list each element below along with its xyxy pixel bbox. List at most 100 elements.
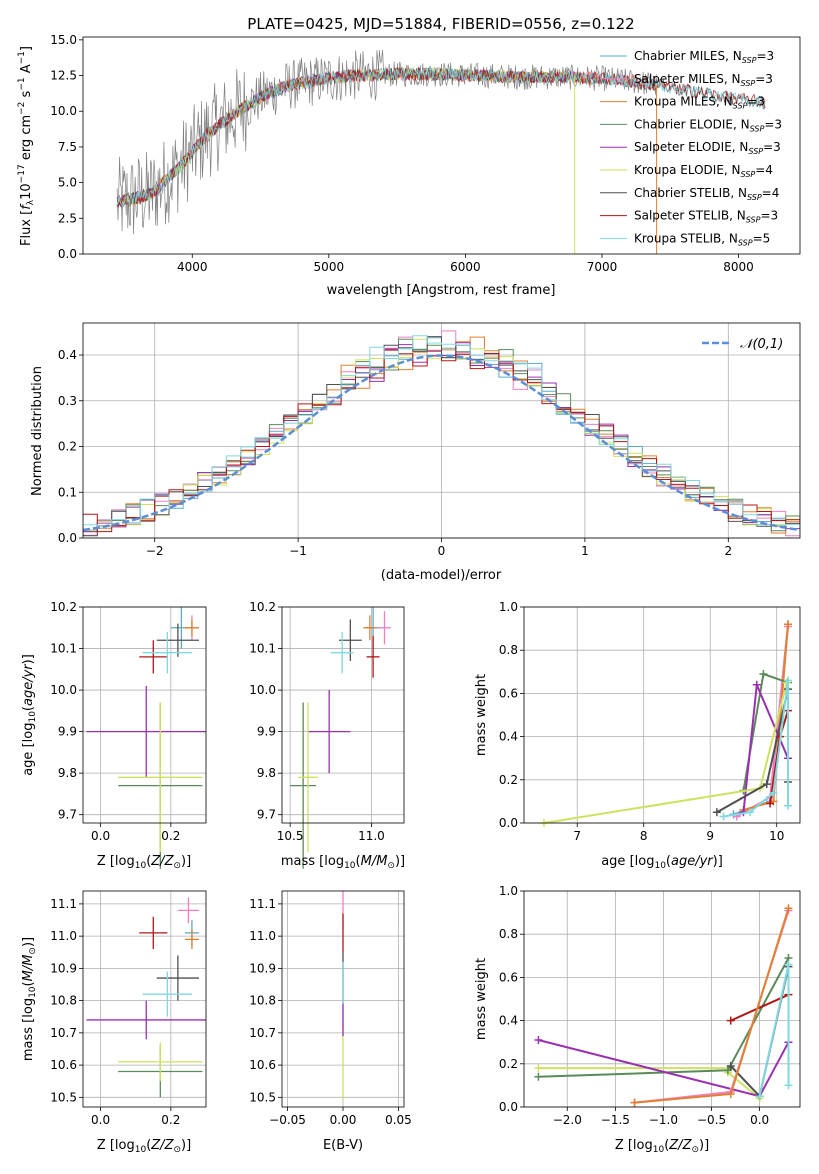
y-tick-label: 0.4 [499, 1014, 518, 1028]
y-tick-label: 9.9 [257, 725, 276, 739]
y-tick-label: 0.6 [499, 970, 518, 984]
mass-vs-ebv-xlabel: E(B-V) [323, 1138, 363, 1153]
y-tick-label: 0.4 [499, 730, 518, 744]
model-spectrum-kroupa_stelib [116, 67, 766, 208]
spectrum-panel: PLATE=0425, MJD=51884, FIBERID=0556, z=0… [17, 15, 801, 298]
y-tick-label: 0.8 [499, 927, 518, 941]
y-tick-label: 0.0 [58, 247, 77, 261]
x-tick-label: 6000 [450, 260, 481, 274]
mass-vs-Z-ylabel: mass [log10(M/M⊙)] [21, 937, 38, 1061]
weight-marker-kroupa_stelib [784, 801, 793, 810]
legend-label-chabrier_elodie: Chabrier ELODIE, NSSP=3 [634, 117, 782, 133]
axes-frame [281, 606, 405, 824]
y-tick-label: 10.9 [249, 961, 276, 975]
weight-marker-chabrier_stelib [762, 780, 771, 789]
weight-marker-salpeter_elodie [752, 680, 761, 689]
weight-marker-kroupa_stelib [784, 1081, 793, 1090]
x-tick-label: 0 [438, 544, 446, 558]
residuals-ylabel: Normed distribution [30, 366, 45, 496]
y-tick-label: 10.2 [50, 600, 77, 614]
x-tick-label: −1.5 [601, 1113, 630, 1127]
plot-area [290, 607, 391, 869]
x-tick-label: 0.2 [161, 1113, 180, 1127]
age-vs-Z-xlabel: Z [log10(Z/Z⊙)] [97, 854, 191, 871]
y-tick-label: 10.6 [50, 1058, 77, 1072]
normal-curve [83, 354, 800, 532]
y-tick-label: 9.9 [58, 725, 77, 739]
y-tick-label: 5.0 [58, 176, 77, 190]
y-tick-label: 10.5 [249, 1090, 276, 1104]
weight-vs-Z-ylabel: mass weight [474, 958, 489, 1040]
weight-vs-Z-xlabel: Z [log10(Z/Z⊙)] [615, 1138, 709, 1155]
axes-frame [82, 606, 207, 824]
weight-marker-chabrier_stelib [726, 1061, 735, 1070]
weight-marker-salpeter_elodie [534, 1036, 543, 1045]
axes-frame [82, 890, 207, 1108]
weight-marker-salpeter_stelib [766, 799, 775, 808]
y-tick-label: 0.2 [58, 440, 77, 454]
x-tick-label: 7000 [587, 260, 618, 274]
x-tick-label: −1 [289, 544, 307, 558]
x-tick-label: 10.5 [277, 829, 304, 843]
spectrum-legend: Chabrier MILES, NSSP=3 Salpeter MILES, NS… [600, 49, 782, 247]
weight-marker-kroupa_miles [630, 1098, 639, 1107]
x-tick-label: 0.05 [385, 1113, 412, 1127]
legend-label-kroupa_elodie: Kroupa ELODIE, NSSP=4 [634, 163, 773, 179]
legend-label-salpeter_stelib: Salpeter STELIB, NSSP=3 [634, 209, 778, 225]
mass-vs-ebv-panel: −0.05 0.00 0.05 10.5 10.6 10.7 10.8 10.9 11.0 11.… [249, 890, 412, 1153]
x-tick-label: −0.5 [697, 1113, 726, 1127]
normal-legend: 𝒩(0,1) [702, 337, 783, 352]
x-tick-label: 8 [640, 829, 648, 843]
normal-legend-label: 𝒩(0,1) [740, 337, 783, 352]
weight-line-salpeter_stelib [730, 993, 789, 1022]
weight-marker-kroupa_stelib [755, 1092, 764, 1101]
spectrum-ylabel: Flux [fλ10−17 erg cm−2 s−1 A−1] [17, 46, 36, 246]
x-tick-label: 0.0 [750, 1113, 769, 1127]
age-vs-Z-panel: 0.0 0.2 9.7 9.8 9.9 10.0 10.1 10.2 Z [log10(Z/Z⊙… [21, 600, 207, 871]
y-tick-label: 7.5 [58, 140, 77, 154]
x-tick-label: 5000 [314, 260, 345, 274]
legend-label-kroupa_miles: Kroupa MILES, NSSP=3 [634, 95, 765, 111]
weight-marker-kroupa_stelib [784, 676, 793, 685]
y-tick-label: 0.8 [499, 643, 518, 657]
y-tick-label: 11.1 [50, 897, 77, 911]
y-tick-label: 9.8 [58, 766, 77, 780]
x-tick-label: 2 [724, 544, 732, 558]
mass-vs-Z-panel: 0.0 0.2 10.5 10.6 10.7 10.8 10.9 11.0 11.1 Z [log… [21, 890, 207, 1155]
weight-marker-chabrier_elodie [723, 1066, 732, 1075]
residual-histograms [83, 330, 800, 537]
weight-marker-salpeter_stelib [726, 1016, 735, 1025]
y-tick-label: 1.0 [499, 884, 518, 898]
age-vs-mass-panel: 10.5 11.0 9.7 9.8 9.9 10.0 10.1 10.2 mass [log10… [249, 600, 405, 871]
spectrum-lines [116, 49, 766, 254]
weight-marker-kroupa_miles [784, 620, 793, 629]
spectrum-xlabel: wavelength [Angstrom, rest frame] [327, 283, 556, 298]
y-tick-label: 11.0 [249, 929, 276, 943]
y-tick-label: 1.0 [499, 600, 518, 614]
x-tick-label: −0.05 [269, 1113, 306, 1127]
weight-vs-Z-panel: −2.0 −1.5 −1.0 −0.5 0.0 0.0 0.2 0.4 0.6 0.8 1.0 Z [… [474, 884, 801, 1155]
residuals-xlabel: (data-model)/error [381, 568, 502, 583]
y-tick-label: 0.4 [58, 348, 77, 362]
x-tick-label: −1.0 [649, 1113, 678, 1127]
weight-marker-kroupa_elodie [534, 1064, 543, 1073]
weight-vs-age-xlabel: age [log10(age/yr)] [601, 854, 723, 871]
legend-label-salpeter_elodie: Salpeter ELODIE, NSSP=3 [634, 140, 781, 156]
y-tick-label: 10.9 [50, 961, 77, 975]
y-tick-label: 10.7 [249, 1026, 276, 1040]
y-tick-label: 9.8 [257, 766, 276, 780]
legend-label-chabrier_stelib: Chabrier STELIB, NSSP=4 [634, 186, 779, 202]
weight-marker-kroupa_stelib [769, 788, 778, 797]
x-tick-label: 1 [581, 544, 589, 558]
weight-vs-age-ylabel: mass weight [474, 674, 489, 756]
x-tick-label: −2.0 [553, 1113, 582, 1127]
legend-label-chabrier_miles: Chabrier MILES, NSSP=3 [634, 49, 774, 65]
weight-marker-chabrier_elodie [759, 669, 768, 678]
y-tick-label: 10.0 [50, 104, 77, 118]
y-tick-label: 0.0 [499, 816, 518, 830]
x-tick-label: 11.0 [358, 829, 385, 843]
weight-marker-kroupa_stelib [784, 960, 793, 969]
spectrum-clip [116, 49, 766, 254]
x-tick-label: 9 [706, 829, 714, 843]
